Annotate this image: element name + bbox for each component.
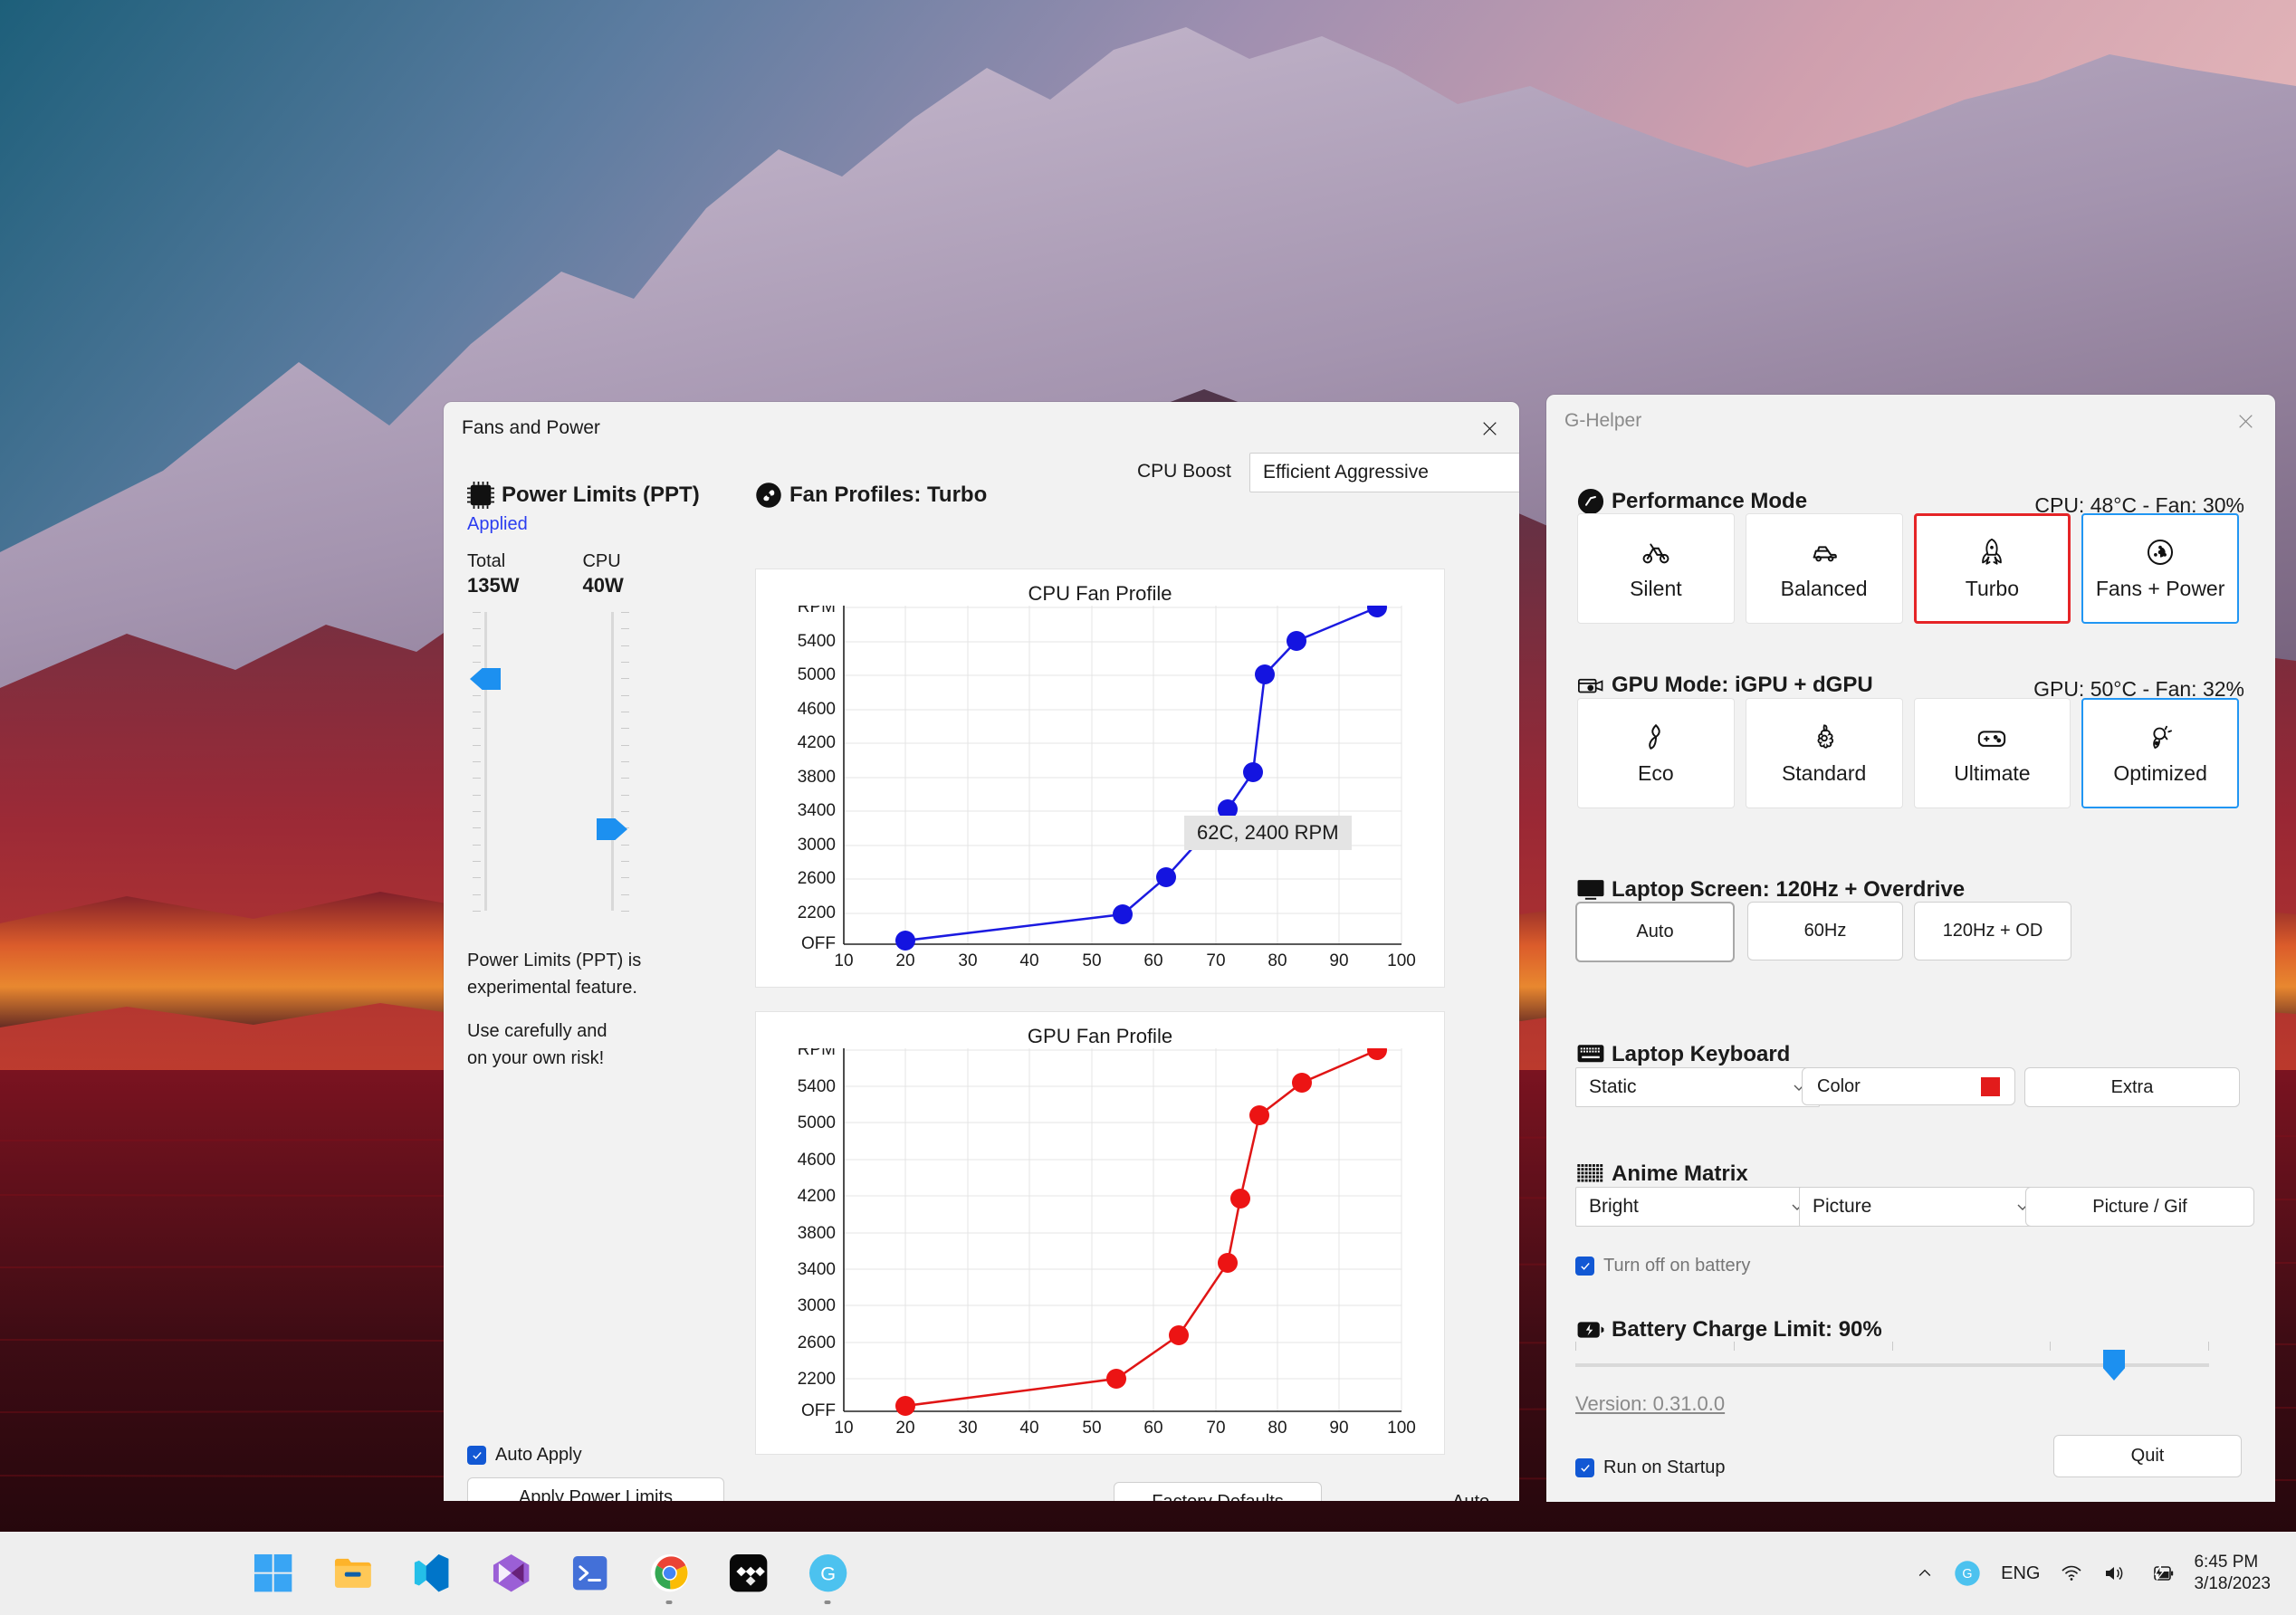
svg-text:2600: 2600 [798, 1333, 836, 1352]
svg-text:20: 20 [895, 1419, 914, 1438]
svg-text:2600: 2600 [798, 869, 836, 888]
svg-text:100: 100 [1387, 1419, 1416, 1438]
svg-text:3800: 3800 [798, 768, 836, 787]
svg-text:80: 80 [1268, 1419, 1287, 1438]
svg-text:RPM: RPM [798, 1048, 836, 1059]
svg-text:RPM: RPM [798, 606, 836, 616]
svg-text:3000: 3000 [798, 1296, 836, 1315]
svg-text:10: 10 [834, 951, 853, 970]
svg-text:5000: 5000 [798, 1113, 836, 1132]
svg-text:80: 80 [1268, 951, 1287, 970]
svg-text:OFF: OFF [801, 1401, 836, 1420]
svg-text:10: 10 [834, 1419, 853, 1438]
svg-text:3000: 3000 [798, 836, 836, 855]
svg-text:4200: 4200 [798, 733, 836, 752]
svg-text:100: 100 [1387, 951, 1416, 970]
svg-text:60: 60 [1143, 1419, 1162, 1438]
svg-text:90: 90 [1329, 1419, 1348, 1438]
svg-text:50: 50 [1082, 1419, 1101, 1438]
svg-text:4600: 4600 [798, 1151, 836, 1170]
svg-text:40: 40 [1019, 1419, 1038, 1438]
svg-text:G: G [1963, 1567, 1973, 1582]
svg-text:3400: 3400 [798, 1260, 836, 1279]
svg-text:30: 30 [958, 1419, 977, 1438]
svg-text:60: 60 [1143, 951, 1162, 970]
svg-text:70: 70 [1206, 951, 1225, 970]
svg-text:40: 40 [1019, 951, 1038, 970]
svg-text:G: G [820, 1562, 836, 1585]
svg-text:4200: 4200 [798, 1187, 836, 1206]
svg-text:3800: 3800 [798, 1224, 836, 1243]
svg-text:3400: 3400 [798, 801, 836, 820]
svg-text:5000: 5000 [798, 665, 836, 684]
svg-text:90: 90 [1329, 951, 1348, 970]
svg-text:5400: 5400 [798, 632, 836, 651]
svg-text:70: 70 [1206, 1419, 1225, 1438]
svg-text:20: 20 [895, 951, 914, 970]
svg-text:2200: 2200 [798, 903, 836, 922]
svg-text:4600: 4600 [798, 700, 836, 719]
svg-text:5400: 5400 [798, 1077, 836, 1096]
svg-text:50: 50 [1082, 951, 1101, 970]
svg-text:2200: 2200 [798, 1370, 836, 1389]
svg-text:30: 30 [958, 951, 977, 970]
svg-text:OFF: OFF [801, 934, 836, 953]
